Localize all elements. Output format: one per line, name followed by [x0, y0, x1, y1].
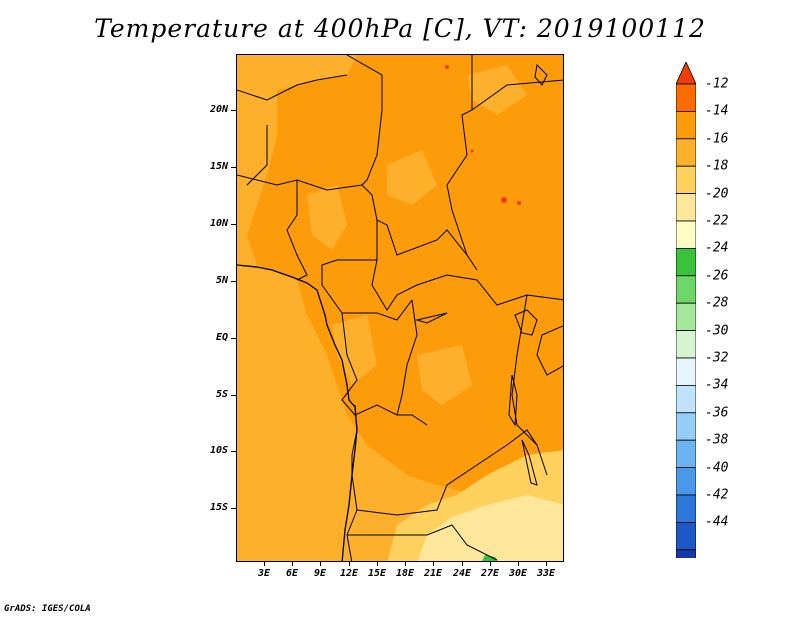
map-panel [236, 54, 564, 562]
x-label-18e: 18E [395, 568, 415, 579]
country-borders [237, 55, 563, 561]
x-tick [462, 561, 463, 566]
x-tick [546, 561, 547, 566]
x-label-21e: 21E [423, 568, 443, 579]
x-label-15e: 15E [367, 568, 387, 579]
temperature-field-map [237, 55, 563, 561]
y-label-5n: 5N [215, 275, 228, 286]
x-tick [292, 561, 293, 566]
hot-spot-4 [470, 149, 474, 153]
colorbar-label: -32 [705, 350, 729, 366]
colorbar-label: -22 [705, 213, 729, 229]
colorbar-label: -26 [705, 268, 729, 284]
colorbar-label: -28 [705, 295, 729, 311]
colorbar-label: -14 [705, 103, 729, 119]
lakes [415, 63, 548, 486]
colorbar-segment [676, 521, 696, 551]
x-tick [433, 561, 434, 566]
x-label-27e: 27E [480, 568, 500, 579]
field-region-dominant [247, 55, 563, 495]
x-tick [377, 561, 378, 566]
y-label-15n: 15N [209, 161, 228, 172]
field-region-green [482, 555, 498, 561]
y-label-20n: 20N [209, 104, 228, 115]
colorbar [676, 62, 696, 558]
colorbar-segment [676, 165, 696, 194]
colorbar-segment [676, 384, 696, 414]
y-label-eq: EQ [215, 332, 228, 343]
colorbar-label: -34 [705, 377, 729, 393]
x-label-30e: 30E [508, 568, 528, 579]
x-label-33e: 33E [536, 568, 556, 579]
y-tick [231, 451, 236, 452]
colorbar-segment [676, 138, 696, 167]
colorbar-segment [676, 247, 696, 277]
colorbar-segment [676, 494, 696, 523]
colorbar-segment [676, 111, 696, 140]
x-label-9e: 9E [313, 568, 327, 579]
field-region-south-pale [417, 495, 563, 561]
credit-text: GrADS: IGES/COLA [4, 604, 91, 614]
x-tick [349, 561, 350, 566]
y-tick [231, 110, 236, 111]
chart-title: Temperature at 400hPa [C], VT: 201910011… [94, 14, 706, 43]
colorbar-segment [676, 357, 696, 386]
y-tick [231, 508, 236, 509]
hot-spot-3 [517, 201, 521, 205]
colorbar-label: -42 [705, 487, 729, 503]
colorbar-segment [676, 302, 696, 331]
x-label-6e: 6E [285, 568, 299, 579]
x-tick [518, 561, 519, 566]
colorbar-label: -20 [705, 186, 729, 202]
x-tick [320, 561, 321, 566]
field-region-patch-2 [387, 150, 437, 205]
x-label-3e: 3E [257, 568, 271, 579]
hot-spot-1 [445, 65, 449, 69]
y-tick [231, 395, 236, 396]
field-region-north-band [237, 55, 357, 105]
colorbar-label: -30 [705, 323, 729, 339]
field-region-patch-4 [417, 345, 472, 405]
y-label-5s: 5S [215, 389, 228, 400]
y-tick [231, 338, 236, 339]
x-label-12e: 12E [339, 568, 359, 579]
colorbar-label: -44 [705, 514, 729, 530]
x-tick [490, 561, 491, 566]
colorbar-label: -12 [705, 76, 729, 92]
colorbar-segment [676, 467, 696, 496]
colorbar-label: -18 [705, 158, 729, 174]
colorbar-segment [676, 275, 696, 304]
y-label-15s: 15S [209, 502, 228, 513]
x-tick [405, 561, 406, 566]
colorbar-segment [676, 330, 696, 359]
colorbar-label: -24 [705, 240, 729, 256]
colorbar-segment [676, 549, 696, 558]
y-label-10s: 10S [209, 445, 228, 456]
colorbar-label: -40 [705, 460, 729, 476]
y-tick [231, 167, 236, 168]
colorbar-label: -36 [705, 405, 729, 421]
x-label-24e: 24E [452, 568, 472, 579]
colorbar-label: -16 [705, 131, 729, 147]
colorbar-segment [676, 439, 696, 469]
colorbar-segment [676, 193, 696, 222]
colorbar-label: -38 [705, 432, 729, 448]
colorbar-segment [676, 83, 696, 112]
y-tick [231, 281, 236, 282]
coastline [237, 264, 358, 561]
hot-spot-2 [501, 197, 507, 203]
field-region-patch-1 [307, 185, 347, 250]
colorbar-top-arrow [676, 62, 696, 85]
colorbar-segment [676, 220, 696, 249]
colorbar-segment [676, 412, 696, 441]
y-label-10n: 10N [209, 218, 228, 229]
x-tick [264, 561, 265, 566]
y-tick [231, 224, 236, 225]
